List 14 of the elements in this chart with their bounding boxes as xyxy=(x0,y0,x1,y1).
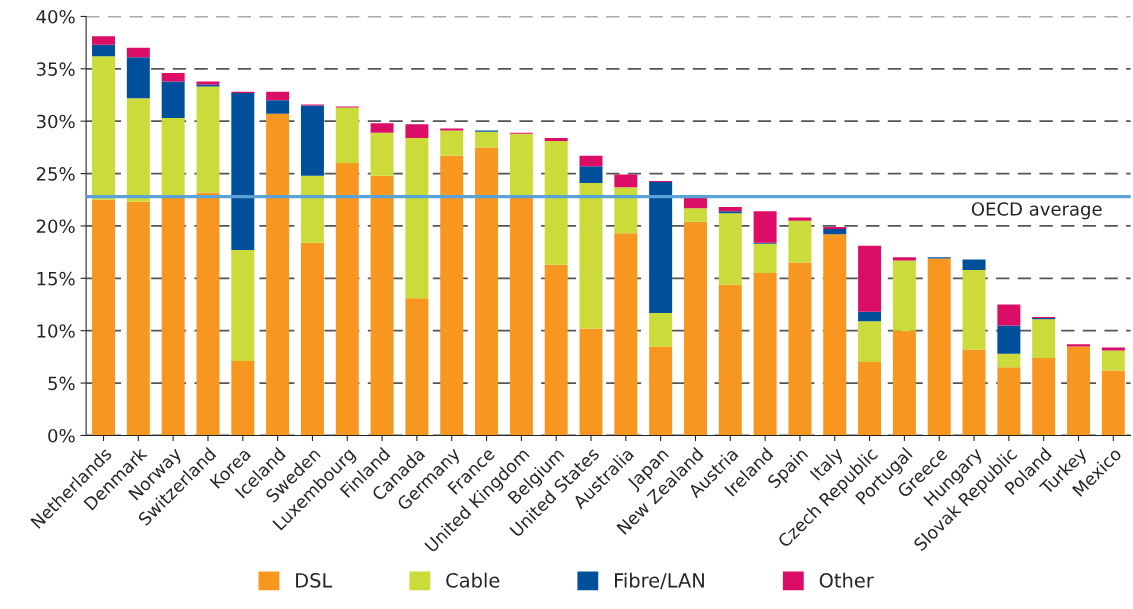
y-tick-label: 20% xyxy=(36,219,75,234)
ref-line-label: OECD average xyxy=(971,202,1102,220)
y-tick-label: 30% xyxy=(36,114,75,129)
legend-label: Cable xyxy=(446,572,500,588)
y-tick-label: 10% xyxy=(37,324,75,338)
legend-label: DSL xyxy=(296,573,333,588)
y-tick-label: 25% xyxy=(36,167,75,181)
legend-label: Other xyxy=(819,572,874,588)
y-tick-label: 40% xyxy=(36,9,75,24)
y-tick-label: 15% xyxy=(37,271,75,286)
y-tick-label: 5% xyxy=(48,376,75,391)
legend-label: Fibre/LAN xyxy=(615,572,704,590)
y-tick-label: 0% xyxy=(48,428,75,443)
y-tick-label: 35% xyxy=(36,62,75,76)
